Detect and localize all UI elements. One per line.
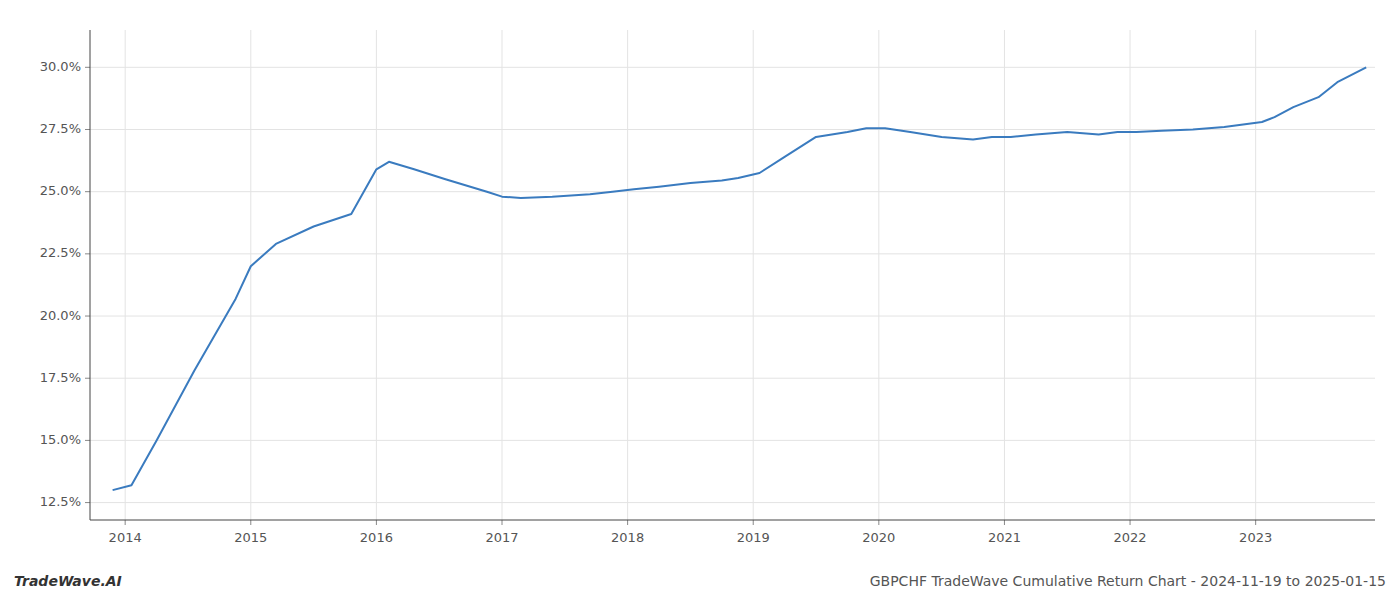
y-tick — [85, 191, 90, 192]
x-grid-line — [250, 30, 251, 520]
y-tick — [85, 502, 90, 503]
x-tick — [125, 520, 126, 525]
x-tick — [753, 520, 754, 525]
title: GBPCHF TradeWave Cumulative Return Chart… — [870, 573, 1386, 589]
y-tick-label: 12.5% — [40, 494, 81, 509]
y-grid-line — [90, 502, 1375, 503]
y-tick-label: 17.5% — [40, 370, 81, 385]
x-grid-line — [878, 30, 879, 520]
y-tick — [85, 253, 90, 254]
x-grid-line — [1255, 30, 1256, 520]
x-tick — [878, 520, 879, 525]
y-tick-label: 20.0% — [40, 308, 81, 323]
x-tick-label: 2016 — [360, 530, 393, 545]
x-grid-line — [502, 30, 503, 520]
watermark: TradeWave.AI — [14, 573, 122, 589]
x-tick-label: 2015 — [234, 530, 267, 545]
chart: 12.5% 15.0% 17.5% 20.0% 22.5% 25.0% 27.5% 30.0%… — [0, 0, 1400, 600]
x-tick — [1130, 520, 1131, 525]
x-tick — [1004, 520, 1005, 525]
x-tick-label: 2014 — [109, 530, 142, 545]
y-tick-label: 22.5% — [40, 245, 81, 260]
x-tick — [502, 520, 503, 525]
y-axis-line — [90, 30, 91, 520]
x-grid-line — [753, 30, 754, 520]
plot-area — [113, 67, 1367, 490]
y-grid-line — [90, 440, 1375, 441]
x-tick-label: 2017 — [485, 530, 518, 545]
y-tick — [85, 129, 90, 130]
y-tick-label: 30.0% — [40, 59, 81, 74]
y-tick-label: 27.5% — [40, 121, 81, 136]
y-grid-line — [90, 191, 1375, 192]
y-grid-line — [90, 316, 1375, 317]
x-tick — [250, 520, 251, 525]
y-tick-label: 15.0% — [40, 432, 81, 447]
grid — [90, 30, 1375, 520]
x-grid-line — [125, 30, 126, 520]
y-grid-line — [90, 67, 1375, 68]
x-grid-line — [1130, 30, 1131, 520]
x-tick-label: 2023 — [1239, 530, 1272, 545]
y-tick — [85, 378, 90, 379]
y-grid-line — [90, 378, 1375, 379]
x-tick-label: 2021 — [988, 530, 1021, 545]
x-tick-label: 2019 — [737, 530, 770, 545]
x-grid-line — [627, 30, 628, 520]
x-tick — [627, 520, 628, 525]
x-tick-label: 2022 — [1114, 530, 1147, 545]
x-grid-line — [376, 30, 377, 520]
x-axis-line — [90, 520, 1375, 521]
y-tick-label: 25.0% — [40, 183, 81, 198]
y-tick — [85, 67, 90, 68]
axes: 12.5% 15.0% 17.5% 20.0% 22.5% 25.0% 27.5% 30.0%… — [40, 30, 1375, 545]
y-tick — [85, 440, 90, 441]
x-grid-line — [1004, 30, 1005, 520]
x-tick — [376, 520, 377, 525]
x-tick — [1255, 520, 1256, 525]
x-tick-label: 2020 — [862, 530, 895, 545]
line — [113, 67, 1367, 490]
y-grid-line — [90, 253, 1375, 254]
y-tick — [85, 316, 90, 317]
x-tick-label: 2018 — [611, 530, 644, 545]
